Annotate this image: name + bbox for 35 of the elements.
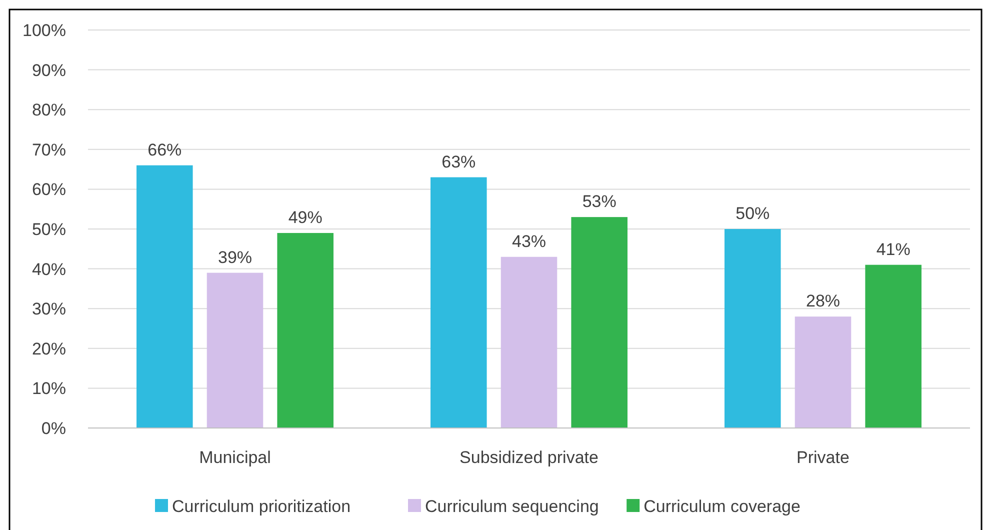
y-tick-label: 50% <box>32 220 66 239</box>
y-tick-label: 0% <box>41 418 66 438</box>
y-tick-label: 40% <box>32 260 66 279</box>
data-label: 39% <box>218 248 252 267</box>
data-label: 49% <box>288 208 322 227</box>
x-tick-label: Private <box>796 448 850 467</box>
y-tick-label: 70% <box>32 140 66 160</box>
bar <box>794 316 852 428</box>
y-tick-label: 60% <box>32 180 66 200</box>
y-tick-label: 20% <box>32 339 66 358</box>
legend-label: Curriculum coverage <box>644 496 800 516</box>
legend-label: Curriculum prioritization <box>172 496 351 516</box>
y-tick-label: 10% <box>32 379 66 398</box>
bar <box>865 264 922 428</box>
bar <box>430 177 487 428</box>
data-label: 50% <box>736 204 770 223</box>
y-tick-label: 30% <box>32 300 66 319</box>
y-tick-label: 80% <box>32 100 66 120</box>
data-label: 28% <box>806 292 840 311</box>
data-label: 63% <box>442 152 476 172</box>
x-tick-label: Subsidized private <box>460 448 598 467</box>
y-tick-label: 100% <box>22 20 66 40</box>
bar <box>136 165 193 428</box>
data-label: 41% <box>876 240 910 259</box>
y-tick-label: 90% <box>32 60 66 80</box>
bar <box>206 272 264 428</box>
data-label: 66% <box>148 140 182 160</box>
bar <box>571 217 628 428</box>
data-label: 43% <box>512 232 546 251</box>
bar <box>724 229 781 428</box>
bar <box>500 256 558 428</box>
legend-label: Curriculum sequencing <box>425 496 599 516</box>
bar <box>277 232 334 428</box>
data-label: 53% <box>582 192 616 212</box>
x-tick-label: Municipal <box>199 448 271 467</box>
